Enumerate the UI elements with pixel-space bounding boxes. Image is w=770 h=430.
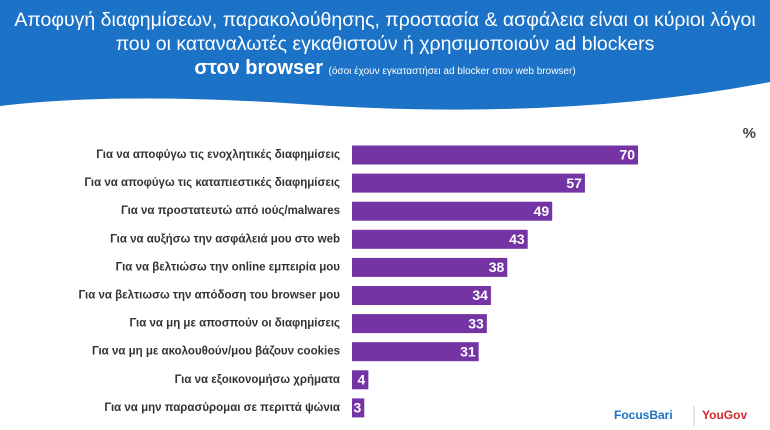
category-label: Για να εξοικονομήσω χρήματα <box>175 374 340 386</box>
bar <box>352 229 528 249</box>
value-label: 38 <box>489 259 505 275</box>
bar <box>352 342 479 362</box>
category-label: Για να μη με αποσπούν οι διαφημίσεις <box>130 318 341 330</box>
value-label: 57 <box>566 175 582 191</box>
bar <box>352 201 553 221</box>
header-shape <box>0 0 770 110</box>
bar <box>352 314 487 334</box>
category-label: Για να βελτιώσω την online εμπειρία μου <box>116 261 341 273</box>
value-label: 3 <box>353 400 361 416</box>
category-label: Για να μη με ακολουθούν/μου βάζουν cooki… <box>92 346 340 358</box>
chart-title: Αποφυγή διαφημίσεων, παρακολούθησης, προ… <box>14 9 756 55</box>
title-block: Αποφυγή διαφημίσεων, παρακολούθησης, προ… <box>10 8 760 84</box>
subtitle: (όσοι έχουν εγκαταστήσει ad blocker στον… <box>328 66 576 77</box>
category-label: Για να αποφύγω τις ενοχλητικές διαφημίσε… <box>96 149 340 161</box>
value-label: 4 <box>358 372 366 388</box>
bar <box>352 257 508 277</box>
logo-yougov: YouGov <box>702 408 747 422</box>
category-label: Για να βελτιωσω την απόδοση του browser … <box>79 290 341 302</box>
category-label: Για να μην παρασύρομαι σε περιττά ψώνια <box>104 402 340 414</box>
value-label: 33 <box>468 315 484 331</box>
value-label: 70 <box>619 147 635 163</box>
bar <box>352 370 369 390</box>
logo-focusbari: FocusBari <box>614 408 673 422</box>
value-label: 31 <box>460 343 476 359</box>
header-band <box>0 0 770 110</box>
value-label: 34 <box>472 287 488 303</box>
title-emphasis: στον browser <box>194 57 324 79</box>
category-label: Για να αυξήσω την ασφάλειά μου στο web <box>110 233 340 245</box>
bar <box>352 398 365 418</box>
category-label: Για να προστατευτώ από ιούς/malwares <box>121 205 340 217</box>
bar <box>352 173 585 193</box>
bar <box>352 286 491 305</box>
category-label: Για να αποφύγω τις καταπιεστικές διαφημί… <box>84 177 340 189</box>
value-label: 43 <box>509 231 525 247</box>
value-label: 49 <box>534 203 550 219</box>
unit-label: % <box>743 125 756 142</box>
bar <box>352 145 639 165</box>
